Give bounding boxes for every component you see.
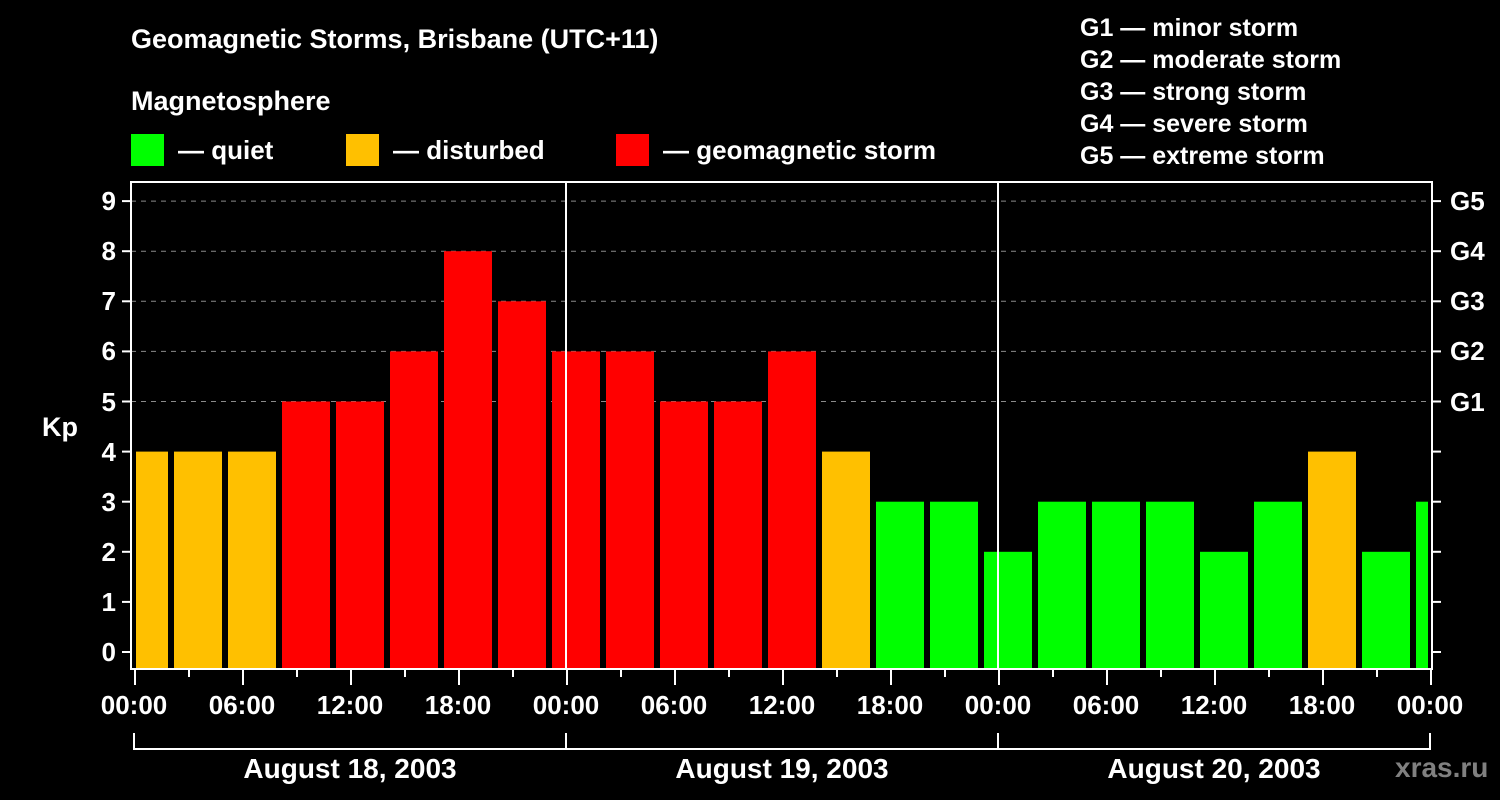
kp-bar [390,351,438,668]
legend-swatch-disturbed [346,134,379,166]
kp-bar [1200,551,1248,668]
legend-swatch-storm [616,134,649,166]
kp-bar [714,401,762,668]
kp-bar [1254,501,1302,668]
legend-swatch-quiet [131,134,164,166]
y-tick-label: 6 [101,336,116,367]
x-tick-label: 00:00 [964,690,1032,720]
y-tick-label: 5 [101,386,116,417]
g-legend-g2: G2 — moderate storm [1080,46,1342,74]
legend-label-storm: — geomagnetic storm [663,134,937,165]
kp-bar [930,501,978,668]
kp-bar [498,301,546,668]
kp-bar [1038,501,1086,668]
x-tick-label: 06:00 [640,690,708,720]
kp-bar [984,551,1032,668]
day-label: August 19, 2003 [675,753,889,784]
kp-bar [444,251,492,668]
g-legend-g1: G1 — minor storm [1080,14,1299,42]
y-tick-label: 3 [101,486,116,517]
legend-quiet: — quiet [131,134,273,166]
x-tick-label: 06:00 [1072,690,1140,720]
chart-title: Geomagnetic Storms, Brisbane (UTC+11) [131,24,659,54]
kp-bar [1416,501,1428,668]
kp-bar [336,401,384,668]
g-scale-label: G3 [1450,286,1485,317]
plot-frame [130,181,1433,670]
x-tick-label: 00:00 [1396,690,1464,720]
y-tick-label: 7 [101,286,116,317]
x-tick-label: 00:00 [532,690,600,720]
watermark: xras.ru [1395,752,1489,783]
x-tick-label: 12:00 [316,690,384,720]
kp-bar [1092,501,1140,668]
day-label: August 20, 2003 [1107,753,1321,784]
x-tick-label: 00:00 [100,690,168,720]
kp-bar [822,451,870,668]
legend-disturbed: — disturbed [346,134,545,166]
g-legend-g5: G5 — extreme storm [1080,142,1325,170]
kp-bar [660,401,708,668]
chart-subtitle: Magnetosphere [131,86,331,116]
kp-bar [876,501,924,668]
x-tick-label: 06:00 [208,690,276,720]
kp-bar [136,451,168,668]
kp-bar [282,401,330,668]
legend-storm: — geomagnetic storm [616,134,936,166]
kp-bar [552,351,600,668]
g-scale-label: G5 [1450,186,1485,217]
legend-label-disturbed: — disturbed [393,134,545,165]
y-axis-label: Kp [42,412,78,442]
y-tick-label: 4 [101,436,116,467]
g-scale-label: G4 [1450,236,1485,267]
x-tick-label: 12:00 [1180,690,1248,720]
y-tick-label: 1 [101,586,116,617]
kp-bar [606,351,654,668]
y-tick-label: 0 [101,637,116,667]
y-tick-label: 8 [101,236,116,267]
g-legend-g4: G4 — severe storm [1080,110,1308,138]
y-tick-label: 9 [101,186,116,217]
g-legend-g3: G3 — strong storm [1080,78,1307,106]
x-tick-label: 12:00 [748,690,816,720]
y-tick-label: 2 [101,536,116,567]
kp-bar [228,451,276,668]
x-tick-label: 18:00 [856,690,924,720]
day-label: August 18, 2003 [243,753,457,784]
x-tick-label: 18:00 [1288,690,1356,720]
kp-bar [1308,451,1356,668]
g-scale-label: G1 [1450,386,1485,417]
legend-label-quiet: — quiet [178,134,274,165]
kp-bar [1146,501,1194,668]
kp-bar [1362,551,1410,668]
kp-bar [768,351,816,668]
x-tick-label: 18:00 [424,690,492,720]
g-scale-label: G2 [1450,336,1485,367]
kp-bar [174,451,222,668]
